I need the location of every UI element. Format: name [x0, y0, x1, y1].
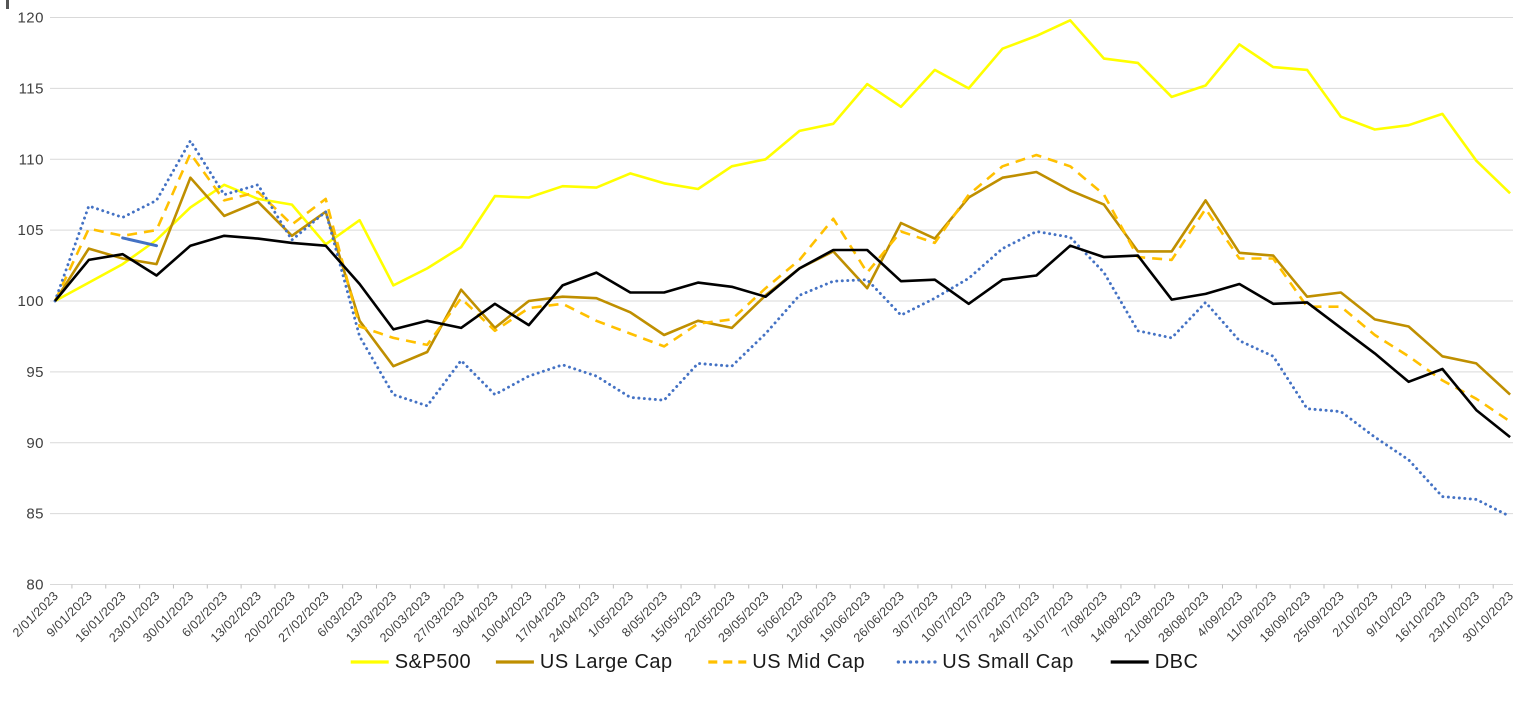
y-tick-label: 80 — [26, 577, 44, 594]
stray-blue-segment — [121, 236, 159, 248]
legend-item-us-large-cap[interactable]: US Large Cap — [495, 651, 673, 673]
y-tick-label: 105 — [17, 222, 44, 239]
gridlines — [50, 17, 1513, 585]
corner-artifact — [6, 0, 9, 9]
x-axis-labels: 2/01/20239/01/202316/01/202323/01/202330… — [10, 589, 1516, 645]
legend-item-sandp500[interactable]: S&P500 — [350, 651, 471, 673]
y-tick-label: 95 — [26, 364, 44, 381]
y-tick-label: 120 — [17, 10, 44, 27]
chart-legend: S&P500 US Large Cap US Mid Cap US Small Cap… — [350, 651, 1199, 673]
series-line-dbc[interactable] — [53, 234, 1511, 439]
y-axis-labels: 80 85 90 95 100 105 110 115 120 — [17, 10, 44, 594]
legend-label: DBC — [1155, 651, 1199, 673]
series-line-us-mid-cap[interactable] — [53, 152, 1511, 423]
x-axis — [50, 584, 1513, 589]
y-tick-label: 100 — [17, 293, 44, 310]
legend-item-us-mid-cap[interactable]: US Mid Cap — [708, 651, 865, 673]
series-line-sandp500[interactable] — [54, 18, 1512, 303]
legend-label: US Large Cap — [540, 651, 673, 673]
legend-label: US Mid Cap — [752, 651, 865, 673]
y-tick-label: 110 — [19, 151, 44, 168]
y-tick-label: 90 — [26, 435, 44, 452]
legend-item-us-small-cap[interactable]: US Small Cap — [896, 651, 1074, 673]
legend-item-dbc[interactable]: DBC — [1110, 651, 1199, 673]
y-tick-label: 85 — [26, 506, 44, 523]
legend-label: US Small Cap — [942, 651, 1074, 673]
series-lines — [53, 18, 1512, 518]
series-line-us-small-cap[interactable] — [53, 139, 1512, 518]
legend-label: S&P500 — [395, 651, 471, 673]
y-tick-label: 115 — [19, 80, 44, 97]
